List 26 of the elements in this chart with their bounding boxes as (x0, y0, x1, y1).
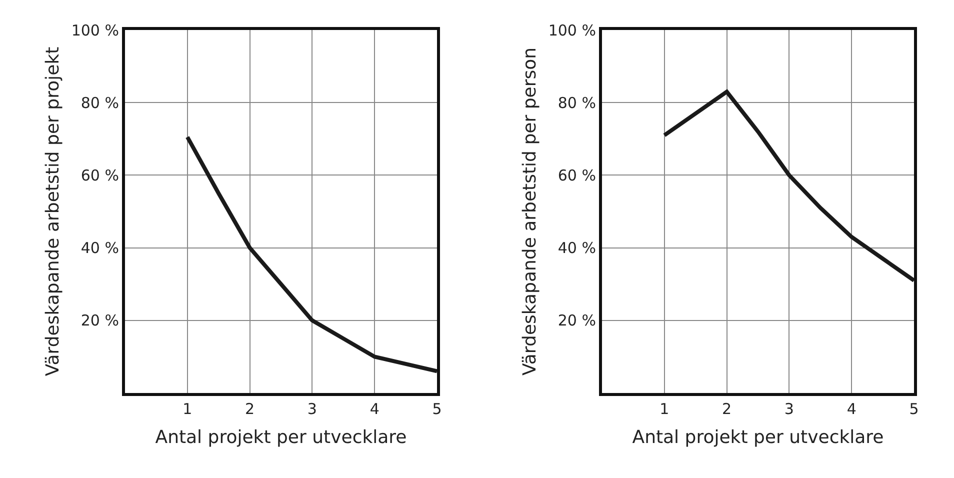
x-tick-label: 4 (846, 400, 856, 418)
y-tick-label: 100 % (71, 21, 119, 40)
y-tick-label: 20 % (558, 312, 596, 330)
y-tick-label: 100 % (548, 21, 596, 40)
y-tick-label: 80 % (558, 94, 596, 112)
x-tick-label: 2 (245, 400, 255, 418)
x-tick-label: 3 (307, 400, 317, 418)
y-tick-label: 40 % (558, 239, 596, 258)
y-tick-label: 60 % (80, 166, 119, 184)
y-tick-label: 40 % (80, 239, 119, 258)
line-series (185, 135, 437, 374)
x-tick-label: 5 (909, 400, 919, 418)
x-tick-label: 5 (432, 400, 442, 418)
x-axis-title: Antal projekt per utvecklare (155, 427, 407, 448)
line-series (662, 90, 914, 282)
x-tick-label: 2 (722, 400, 732, 418)
x-axis-title: Antal projekt per utvecklare (632, 427, 884, 448)
y-tick-label: 60 % (558, 166, 596, 184)
x-tick-label: 4 (370, 400, 380, 418)
x-tick-label: 1 (182, 400, 192, 418)
y-tick-label: 80 % (80, 94, 119, 112)
x-tick-label: 1 (660, 400, 670, 418)
x-tick-label: 3 (784, 400, 794, 418)
y-axis-title: Värdeskapande arbetstid per projekt (42, 46, 64, 376)
y-tick-label: 20 % (80, 312, 119, 330)
y-axis-title: Värdeskapande arbetstid per person (520, 47, 541, 376)
